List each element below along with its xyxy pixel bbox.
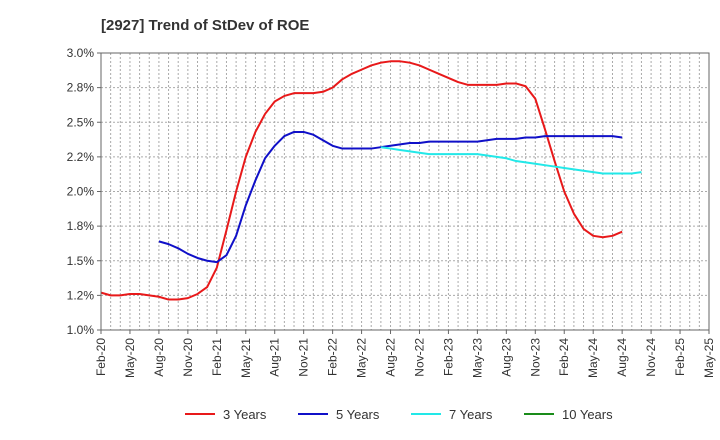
y-axis-ticks: 1.0% 1.2% 1.5% 1.8% 2.0% 2.2% 2.5% 2.8% 3.0% — [67, 46, 101, 337]
legend-label: 5 Years — [336, 407, 380, 422]
series-line-5-years — [158, 130, 623, 264]
x-tick-label: Feb-23 — [441, 338, 455, 376]
y-tick-label: 1.0% — [67, 323, 95, 337]
y-tick-label: 3.0% — [67, 46, 95, 60]
x-tick-label: May-24 — [586, 338, 600, 378]
x-tick-label: Aug-22 — [384, 338, 398, 377]
y-tick-label: 1.5% — [67, 254, 95, 268]
y-tick-label: 1.8% — [67, 219, 95, 233]
x-tick-label: May-25 — [702, 338, 716, 378]
x-tick-label: Nov-23 — [528, 338, 542, 377]
series-lines — [100, 60, 642, 301]
x-tick-label: May-23 — [470, 338, 484, 378]
y-tick-label: 2.2% — [67, 150, 95, 164]
x-tick-label: Aug-20 — [152, 338, 166, 377]
y-tick-label: 2.8% — [67, 81, 95, 95]
x-tick-label: Feb-25 — [673, 338, 687, 376]
x-tick-label: Feb-24 — [557, 338, 571, 376]
x-tick-label: May-20 — [123, 338, 137, 378]
x-tick-label: Nov-24 — [644, 338, 658, 377]
legend-label: 3 Years — [223, 407, 267, 422]
plot-frame — [100, 52, 710, 331]
x-tick-label: Nov-22 — [412, 338, 426, 377]
x-tick-label: Feb-21 — [210, 338, 224, 376]
x-tick-label: Feb-20 — [94, 338, 108, 376]
series-line-3-years — [100, 60, 623, 301]
legend: 3 Years 5 Years 7 Years 10 Years — [185, 407, 613, 422]
x-tick-label: Aug-23 — [499, 338, 513, 377]
series-line-7-years — [380, 146, 642, 175]
x-tick-label: Feb-22 — [326, 338, 340, 376]
x-tick-label: Aug-21 — [268, 338, 282, 377]
y-tick-label: 1.2% — [67, 288, 95, 302]
legend-label: 10 Years — [562, 407, 613, 422]
legend-label: 7 Years — [449, 407, 493, 422]
y-tick-label: 2.0% — [67, 185, 95, 199]
x-axis-ticks: Feb-20 May-20 Aug-20 Nov-20 Feb-21 May-21 Aug-… — [94, 330, 716, 378]
x-tick-label: Nov-21 — [297, 338, 311, 377]
x-tick-label: Nov-20 — [181, 338, 195, 377]
x-tick-label: May-22 — [355, 338, 369, 378]
y-tick-label: 2.5% — [67, 115, 95, 129]
x-tick-label: Aug-24 — [615, 338, 629, 377]
grid — [100, 52, 710, 331]
x-tick-label: May-21 — [239, 338, 253, 378]
chart-title: [2927] Trend of StDev of ROE — [101, 17, 309, 34]
